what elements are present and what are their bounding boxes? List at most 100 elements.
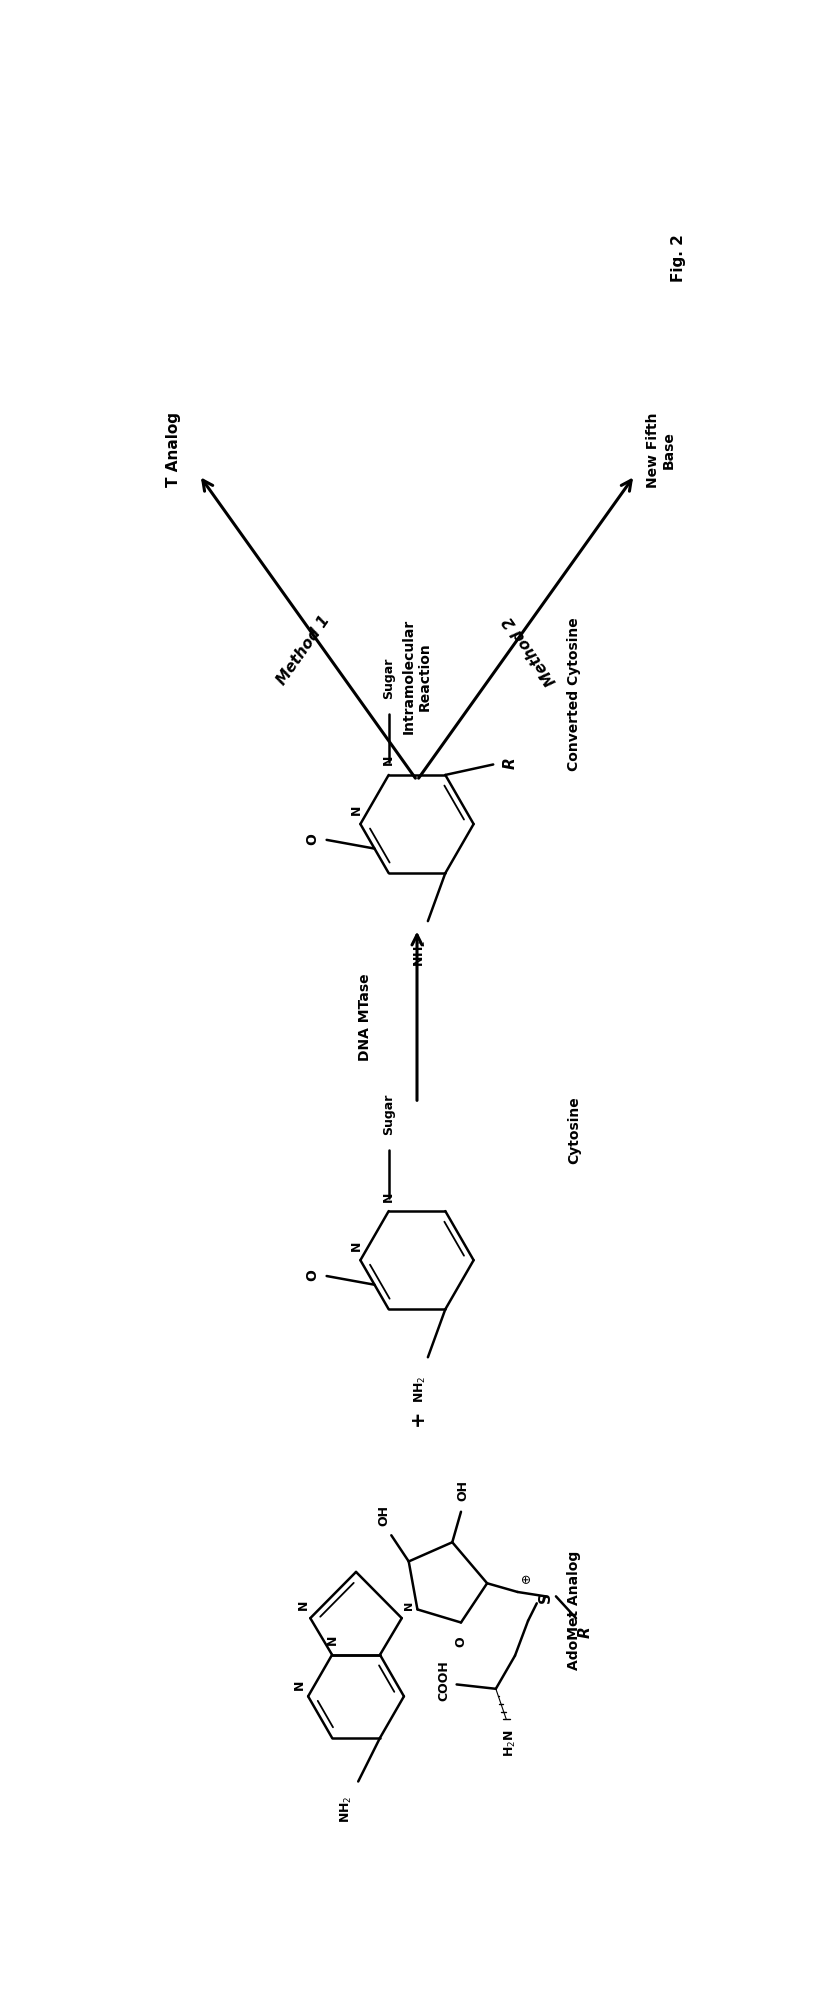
Point — [509, 915, 519, 939]
Point — [114, 1089, 124, 1113]
Text: N: N — [382, 1191, 395, 1201]
Point — [509, 1059, 519, 1083]
Point — [505, 1057, 515, 1081]
Text: O: O — [304, 1269, 319, 1281]
Line: 2 pts: 2 pts — [515, 1620, 528, 1656]
Line: 2 pts: 2 pts — [327, 841, 374, 849]
Text: Converted Cytosine: Converted Cytosine — [567, 617, 580, 771]
Point — [466, 915, 476, 939]
Point — [154, 1243, 164, 1267]
Point — [277, 1059, 287, 1083]
Point — [91, 771, 101, 795]
Point — [108, 953, 118, 977]
Point — [127, 893, 137, 917]
Point — [127, 893, 137, 917]
Text: COOH: COOH — [437, 1660, 450, 1700]
Text: OH: OH — [378, 1504, 391, 1524]
Point — [299, 843, 309, 867]
Point — [488, 843, 498, 867]
Point — [296, 867, 306, 891]
Point — [141, 1099, 151, 1123]
Point — [152, 1315, 162, 1339]
Line: 2 pts: 2 pts — [445, 1223, 464, 1257]
Line: 2 pts: 2 pts — [360, 825, 389, 873]
Text: N: N — [404, 1600, 414, 1610]
Point — [102, 1201, 112, 1225]
Point — [107, 733, 117, 757]
Point — [509, 1059, 519, 1083]
Point — [91, 771, 101, 795]
Point — [176, 1077, 186, 1101]
Point — [466, 1059, 476, 1083]
Point — [122, 891, 132, 915]
Line: 2 pts: 2 pts — [496, 1688, 506, 1720]
Text: Intramolecular
Reaction: Intramolecular Reaction — [402, 619, 432, 733]
Point — [112, 1189, 122, 1213]
Point — [466, 1059, 476, 1083]
Point — [127, 893, 137, 917]
Line: 2 pts: 2 pts — [327, 1277, 374, 1285]
Point — [98, 1205, 108, 1229]
Point — [477, 879, 487, 903]
Point — [142, 1271, 152, 1295]
Text: AdoMet Analog: AdoMet Analog — [567, 1550, 580, 1668]
Point — [471, 917, 481, 941]
Point — [111, 929, 121, 953]
Text: Fig. 2: Fig. 2 — [671, 234, 686, 282]
Point — [319, 915, 329, 939]
Point — [108, 709, 118, 733]
Text: H$_2$N: H$_2$N — [503, 1728, 518, 1756]
Point — [91, 893, 101, 917]
Point — [319, 1059, 329, 1083]
Point — [515, 915, 525, 939]
Line: 2 pts: 2 pts — [370, 829, 389, 863]
Point — [127, 1237, 137, 1261]
Text: O: O — [455, 1636, 468, 1646]
Point — [158, 1165, 168, 1189]
Point — [91, 893, 101, 917]
Point — [325, 915, 335, 939]
Point — [127, 771, 137, 795]
Line: 2 pts: 2 pts — [409, 1562, 418, 1610]
Point — [158, 1165, 168, 1189]
Line: 2 pts: 2 pts — [370, 1265, 389, 1299]
Point — [256, 1015, 266, 1039]
Point — [147, 989, 157, 1013]
Text: +: + — [408, 1409, 426, 1427]
Point — [535, 915, 545, 939]
Text: Sugar: Sugar — [382, 657, 395, 699]
Line: 2 pts: 2 pts — [356, 1572, 402, 1618]
Line: 2 pts: 2 pts — [445, 1211, 474, 1261]
Point — [282, 917, 292, 941]
Line: 2 pts: 2 pts — [360, 1261, 389, 1309]
Text: DNA MTase: DNA MTase — [358, 973, 372, 1061]
Text: T Analog: T Analog — [166, 412, 181, 488]
Point — [95, 773, 105, 797]
Point — [299, 843, 309, 867]
Point — [143, 1393, 153, 1417]
Point — [488, 843, 498, 867]
Text: S: S — [538, 1590, 553, 1602]
Point — [277, 1059, 287, 1083]
Point — [466, 1059, 476, 1083]
Point — [490, 1107, 500, 1131]
Point — [152, 1341, 162, 1365]
Line: 2 pts: 2 pts — [391, 1536, 409, 1562]
Line: 2 pts: 2 pts — [452, 1542, 487, 1584]
Point — [299, 1131, 309, 1155]
Point — [158, 1165, 168, 1189]
Point — [300, 1107, 310, 1131]
Point — [277, 915, 287, 939]
Point — [168, 965, 178, 989]
Point — [149, 1293, 159, 1317]
Point — [127, 893, 137, 917]
Point — [466, 915, 476, 939]
Point — [112, 1189, 122, 1213]
Point — [143, 741, 153, 765]
Point — [112, 1189, 122, 1213]
Point — [108, 1197, 118, 1221]
Text: N: N — [293, 1678, 306, 1690]
Point — [163, 831, 173, 855]
Line: 2 pts: 2 pts — [556, 1596, 576, 1618]
Point — [488, 1131, 498, 1155]
